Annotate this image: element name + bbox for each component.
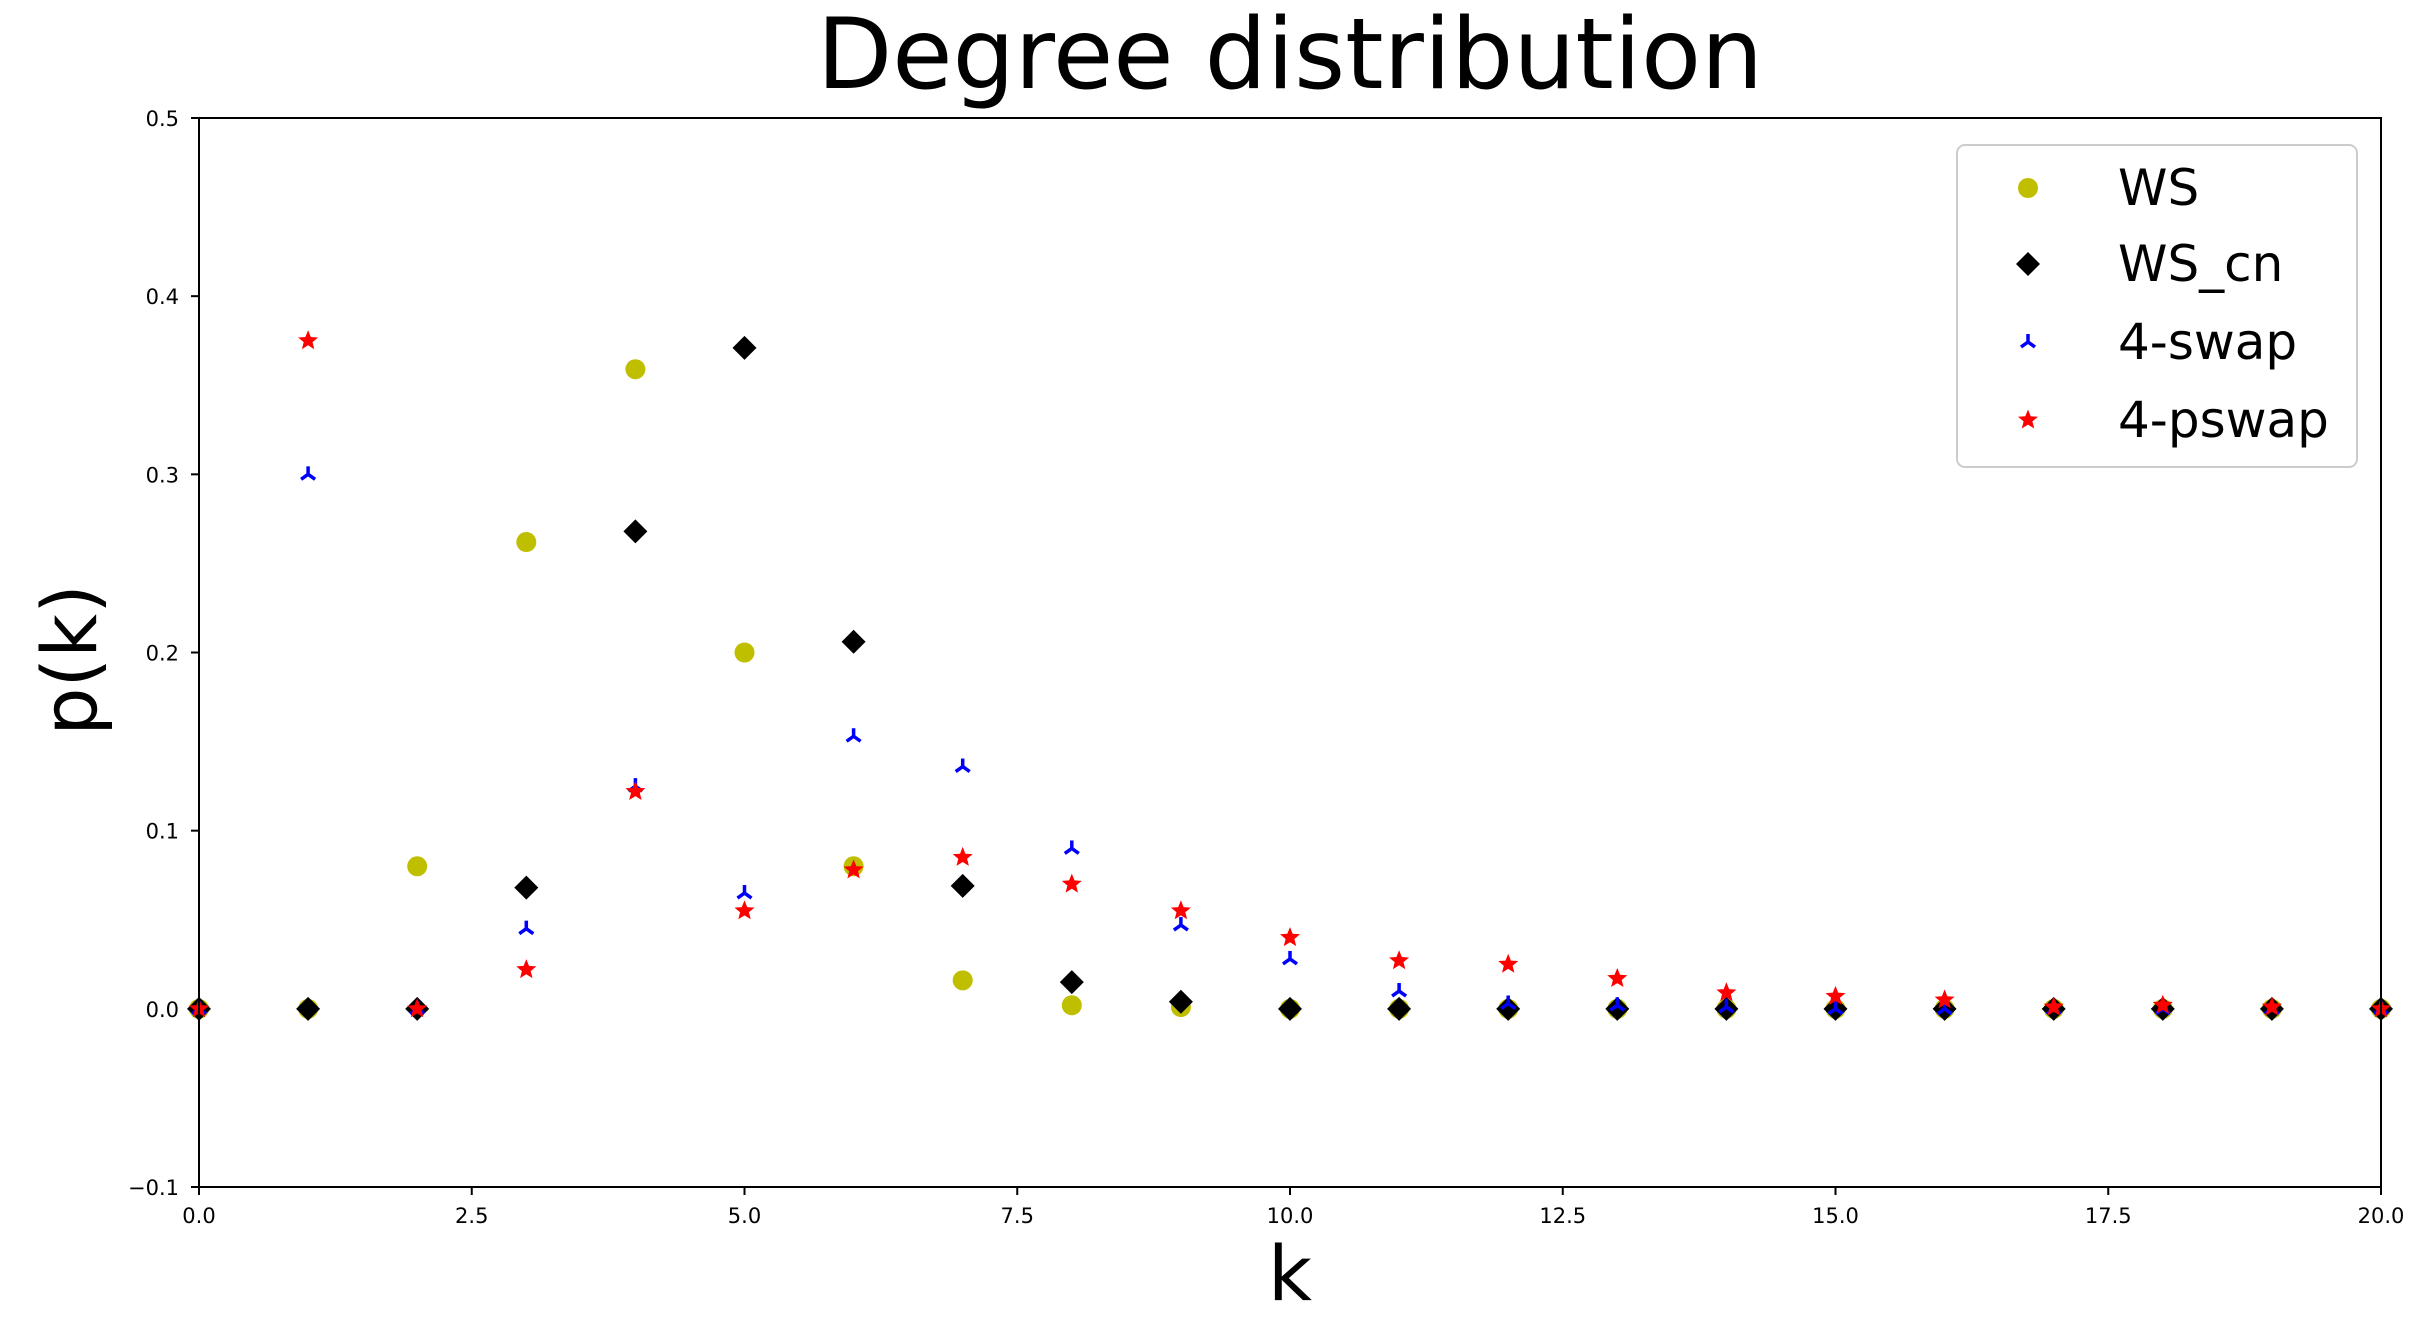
data-point: [1391, 983, 1408, 998]
data-point: [734, 900, 755, 920]
data-point: [843, 859, 864, 879]
y-tick-label: 0.0: [146, 998, 179, 1022]
data-point: [296, 996, 321, 1021]
data-point: [1605, 996, 1630, 1021]
x-tick-label: 0.0: [182, 1204, 215, 1228]
legend-label: 4-pswap: [2118, 391, 2329, 449]
data-point: [1389, 950, 1410, 970]
data-point: [736, 885, 753, 900]
data-point: [1063, 840, 1080, 855]
data-point: [1168, 989, 1193, 1014]
data-point: [1934, 989, 1955, 1009]
x-tick-label: 12.5: [1539, 1204, 1586, 1228]
data-point: [950, 873, 975, 898]
y-tick-label: 0.5: [146, 107, 179, 131]
data-point: [1718, 999, 1735, 1014]
legend-marker: [2019, 334, 2037, 349]
data-point: [841, 629, 866, 654]
y-tick-label: 0.4: [146, 285, 179, 309]
data-point: [1500, 995, 1517, 1010]
legend: WS WS_cn 4-swap 4-pswap: [1956, 144, 2358, 468]
x-tick-label: 20.0: [2358, 1204, 2405, 1228]
legend-label: WS: [2118, 159, 2199, 217]
series-4-pswap: [189, 330, 2391, 1018]
data-point: [1172, 917, 1189, 932]
data-point: [625, 781, 646, 800]
data-point: [845, 728, 862, 743]
data-point: [2261, 996, 2282, 1016]
data-point: [1061, 873, 1082, 893]
data-point: [514, 875, 539, 900]
data-point: [1387, 996, 1412, 1021]
x-tick-label: 17.5: [2085, 1204, 2132, 1228]
data-point: [1170, 900, 1191, 920]
data-point: [516, 532, 537, 553]
data-point: [732, 335, 757, 360]
x-tick-label: 10.0: [1267, 1204, 1314, 1228]
data-point: [1280, 927, 1300, 947]
y-tick-label: 0.3: [146, 463, 179, 487]
x-tick-label: 2.5: [455, 1204, 488, 1228]
data-point: [1059, 970, 1084, 995]
x-tick-label: 15.0: [1812, 1204, 1859, 1228]
data-point: [1496, 996, 1521, 1021]
data-point: [1278, 996, 1302, 1021]
data-point: [1607, 968, 1628, 987]
y-axis-label: p(k): [25, 584, 114, 736]
data-point: [298, 330, 319, 350]
legend-marker: [2016, 252, 2040, 276]
legend-box: [1956, 144, 2358, 468]
data-point: [1825, 985, 1846, 1005]
y-tick-label: 0.1: [146, 820, 179, 844]
data-point: [623, 519, 648, 544]
data-point: [952, 970, 973, 991]
data-point: [952, 846, 973, 866]
y-tick-label: 0.2: [146, 642, 179, 666]
x-axis-label: k: [1268, 1229, 1312, 1318]
data-point: [1609, 997, 1626, 1012]
data-point: [625, 359, 646, 380]
data-point: [2043, 996, 2064, 1016]
data-point: [1281, 950, 1299, 966]
data-point: [518, 920, 535, 936]
data-point: [954, 758, 971, 773]
data-point: [516, 959, 537, 979]
data-point: [1498, 953, 1519, 973]
legend-label: 4-swap: [2118, 313, 2297, 371]
data-point: [300, 466, 317, 481]
x-tick-label: 7.5: [1001, 1204, 1034, 1228]
data-point: [1827, 1000, 1844, 1016]
x-tick-label: 5.0: [728, 1204, 761, 1228]
plot-frame: [198, 117, 2382, 1188]
data-point: [407, 998, 428, 1018]
data-point: [407, 856, 428, 877]
legend-marker: [2018, 409, 2038, 429]
data-point: [734, 642, 755, 663]
chart-title: Degree distribution: [817, 0, 1763, 112]
y-tick-label: −0.1: [128, 1176, 179, 1200]
data-point: [1061, 995, 1082, 1016]
legend-label: WS_cn: [2118, 235, 2283, 293]
data-point: [1716, 982, 1737, 1002]
data-point: [2152, 994, 2173, 1014]
legend-marker: [2018, 178, 2038, 198]
